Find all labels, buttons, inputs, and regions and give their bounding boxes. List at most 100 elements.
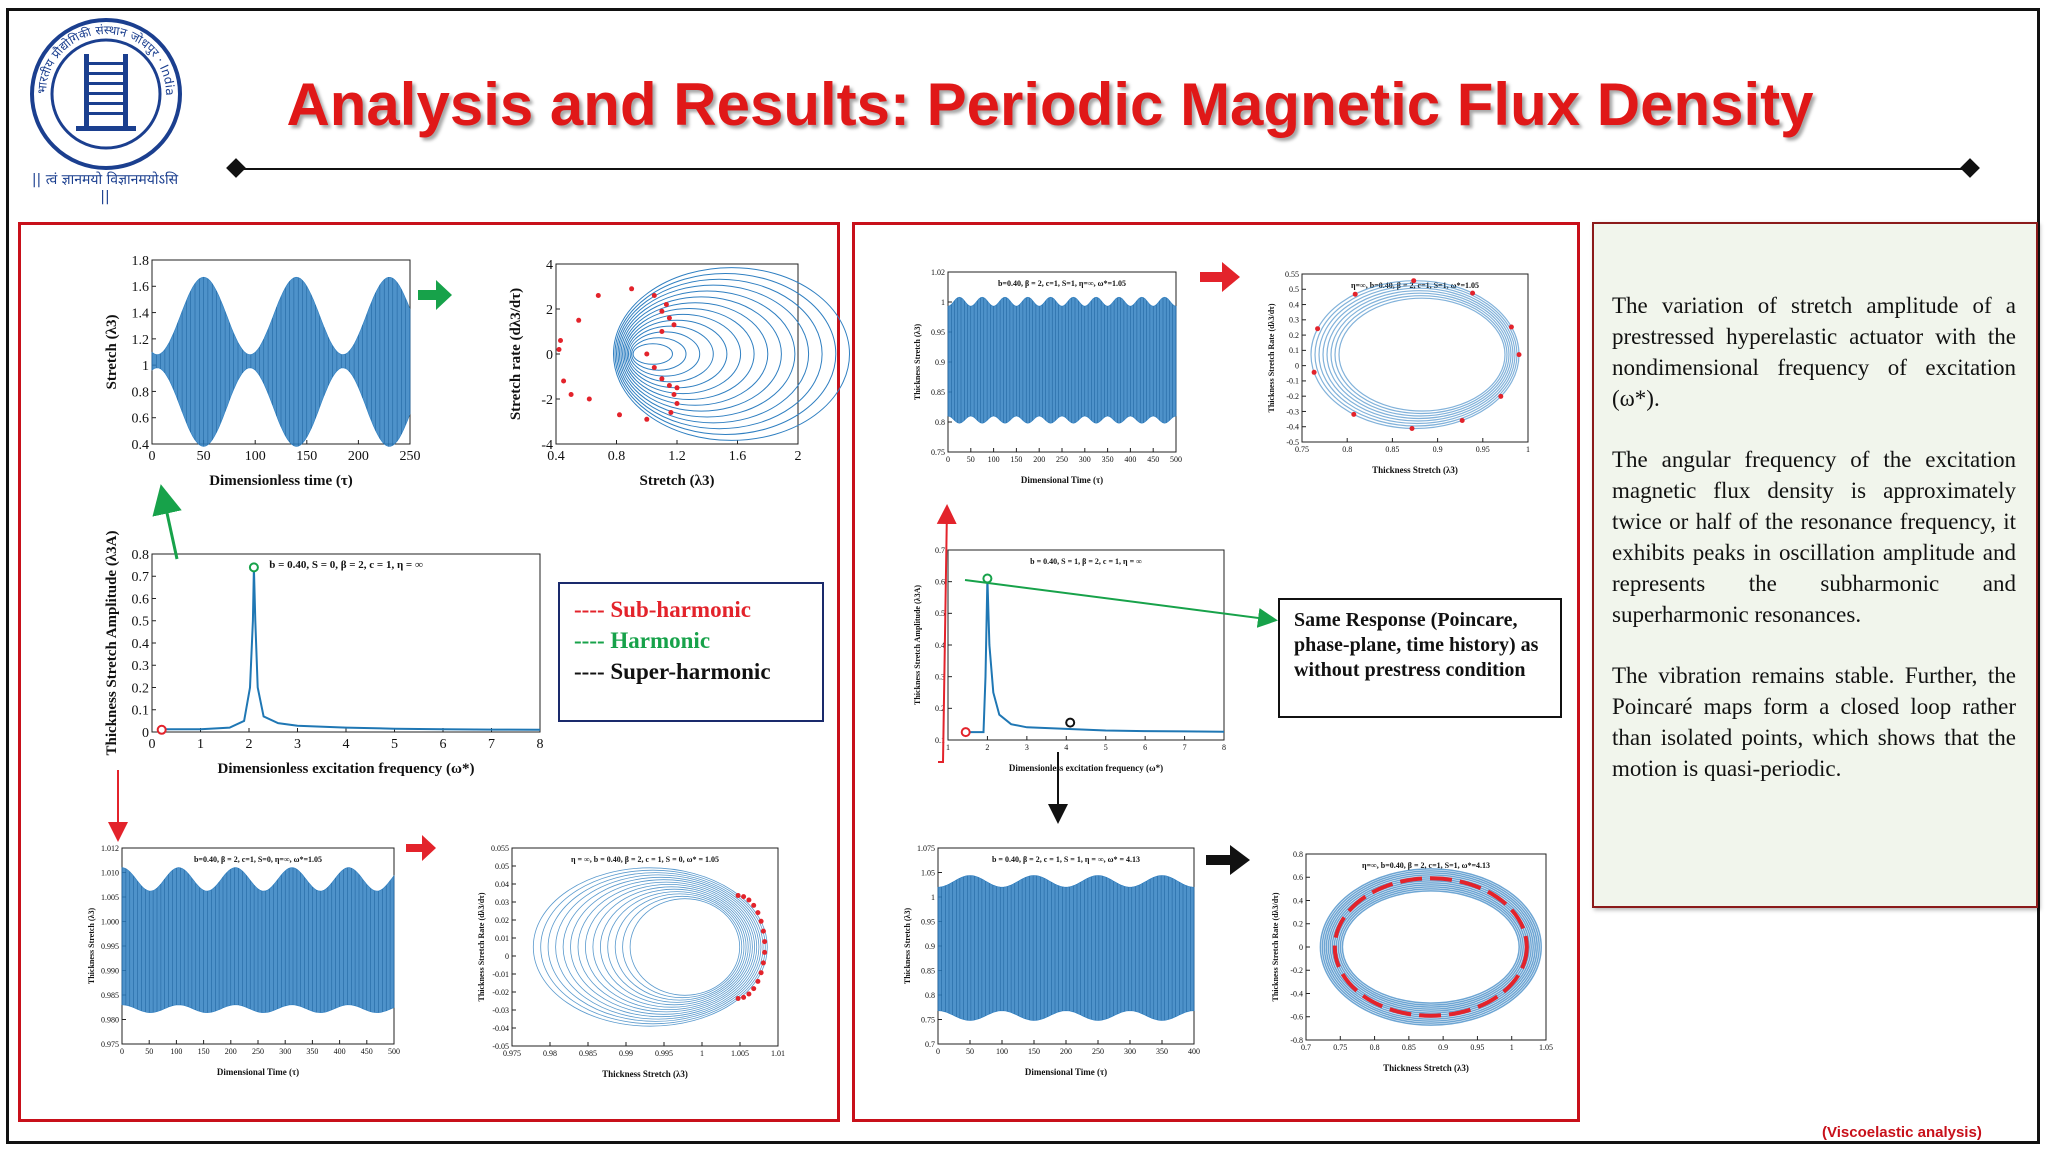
x-tick-label: 3 <box>294 737 301 752</box>
poincare-point <box>595 293 601 298</box>
x-tick-label: 1.2 <box>668 449 686 464</box>
y-tick-label: 0.8 <box>935 418 945 427</box>
y-axis-label: Thickness Stretch (λ3) <box>87 908 96 985</box>
phase-orbit <box>1326 290 1512 420</box>
legend-super-harmonic: ---- Super-harmonic <box>574 659 771 684</box>
y-tick-label: 0.4 <box>132 438 150 453</box>
y-tick-label: 0.5 <box>935 609 945 618</box>
x-tick-label: 2 <box>985 743 989 752</box>
x-tick-label: 1 <box>1526 445 1530 454</box>
y-tick-label: 0.9 <box>925 942 935 951</box>
phase-orbit <box>614 893 745 1001</box>
y-tick-label: 0.03 <box>495 898 509 907</box>
y-tick-label: 0.1 <box>132 704 150 719</box>
x-tick-label: 100 <box>245 449 266 464</box>
y-tick-label: 0.05 <box>495 862 509 871</box>
same-response-note: Same Response (Poincare, phase-plane, ti… <box>1278 598 1562 718</box>
poincare-point <box>1311 369 1317 375</box>
y-tick-label: 4 <box>546 258 553 273</box>
poincare-point <box>1516 352 1522 358</box>
y-tick-label: 1 <box>142 359 149 374</box>
y-tick-label: 0.4 <box>1289 300 1299 309</box>
x-tick-label: 400 <box>1188 1047 1200 1056</box>
x-tick-label: 100 <box>170 1047 182 1056</box>
chart-title: b=0.40, β = 2, c=1, S=0, η=∞, ω*=1.05 <box>194 855 322 864</box>
x-tick-label: 7 <box>1183 743 1187 752</box>
poincare-point <box>556 347 562 352</box>
phase-orbit <box>600 888 749 1006</box>
x-tick-label: 0.9 <box>1438 1043 1448 1052</box>
y-tick-label: 0.8 <box>132 548 150 563</box>
x-tick-label: 0.98 <box>543 1049 557 1058</box>
x-tick-label: 250 <box>1092 1047 1104 1056</box>
description-text: The variation of stretch amplitude of a … <box>1612 290 2016 814</box>
y-tick-label: 0.8 <box>925 991 935 1000</box>
phase-orbit <box>623 308 755 400</box>
y-tick-label: 0.2 <box>1289 331 1299 340</box>
phase-orbit <box>1334 295 1508 415</box>
y-tick-label: 0.85 <box>921 966 935 975</box>
sub-harmonic-marker <box>960 727 971 738</box>
y-tick-label: -0.01 <box>492 970 509 979</box>
chart-title: η = ∞, b = 0.40, β = 2, c = 1, S = 0, ω*… <box>571 855 719 864</box>
y-axis-label: Thickness Stretch Amplitude (λ3A) <box>104 530 120 755</box>
y-tick-label: 1 <box>931 893 935 902</box>
x-tick-label: 5 <box>391 737 398 752</box>
chart-frequency-response-prestress: 1 2 3 4 5 6 7 8 0.1 0.2 0.3 0.4 0.5 0.6 0.7 Dimensionle… <box>913 546 1226 773</box>
x-tick-label: 3 <box>1025 743 1029 752</box>
poincare-point <box>617 412 622 418</box>
phase-orbit <box>1321 870 1540 1024</box>
legend-sub-harmonic: ---- Sub-harmonic <box>574 597 751 622</box>
x-tick-label: 0 <box>946 455 950 464</box>
x-tick-label: 0 <box>120 1047 124 1056</box>
poincare-point <box>760 960 766 966</box>
poincare-point <box>751 986 757 992</box>
y-tick-label: 0.6 <box>132 412 150 427</box>
phase-orbit <box>616 278 823 430</box>
y-tick-label: 1.005 <box>101 893 119 902</box>
phase-orbit <box>629 331 701 377</box>
poincare-point <box>762 949 768 955</box>
poincare-point <box>663 302 669 307</box>
x-tick-label: 150 <box>1010 455 1022 464</box>
phase-orbit <box>1322 287 1514 422</box>
description-para-3: The vibration remains stable. Further, t… <box>1612 663 2016 781</box>
phase-orbit <box>1325 874 1536 1020</box>
poincare-point <box>651 293 657 298</box>
poincare-point <box>558 338 563 343</box>
poincare-point <box>671 322 677 328</box>
x-axis-label: Dimensionless excitation frequency (ω*) <box>1009 763 1163 773</box>
chart-stretch-time-history: 0 50 100 150 200 250 0.4 0.6 0.8 1 1.2 1.4 1.6 1.8 Dim… <box>104 254 421 489</box>
y-tick-label: 0.9 <box>935 358 945 367</box>
x-axis-label: Dimensional Time (τ) <box>217 1067 299 1077</box>
x-tick-label: 250 <box>1056 455 1068 464</box>
oscillation-lines <box>121 867 395 1013</box>
poincare-point <box>586 396 592 402</box>
x-tick-label: 450 <box>361 1047 373 1056</box>
y-tick-label: 0.04 <box>495 880 509 889</box>
y-tick-label: 0.6 <box>935 577 945 586</box>
y-tick-label: 0.8 <box>1293 850 1303 859</box>
poincare-point <box>1459 418 1465 423</box>
y-tick-label: 0.3 <box>935 672 945 681</box>
x-tick-label: 350 <box>1156 1047 1168 1056</box>
y-axis-label: Stretch rate (dλ3/dτ) <box>508 288 524 420</box>
poincare-point <box>1498 393 1504 399</box>
x-tick-label: 400 <box>334 1047 346 1056</box>
x-tick-label: 7 <box>488 737 495 752</box>
phase-orbit <box>1338 297 1506 412</box>
y-tick-label: 1 <box>941 298 945 307</box>
x-tick-label: 350 <box>1102 455 1114 464</box>
poincare-point <box>674 401 680 406</box>
arrow-right-red-top <box>1200 262 1240 292</box>
phase-orbit <box>631 337 687 371</box>
y-tick-label: -0.05 <box>492 1042 509 1051</box>
x-tick-label: 150 <box>296 449 317 464</box>
poincare-point <box>758 970 764 976</box>
y-tick-label: 0.7 <box>132 570 150 585</box>
y-tick-label: 1.012 <box>101 844 119 853</box>
x-tick-label: 1.01 <box>771 1049 785 1058</box>
phase-orbit <box>619 290 796 418</box>
x-tick-label: 1 <box>1510 1043 1514 1052</box>
